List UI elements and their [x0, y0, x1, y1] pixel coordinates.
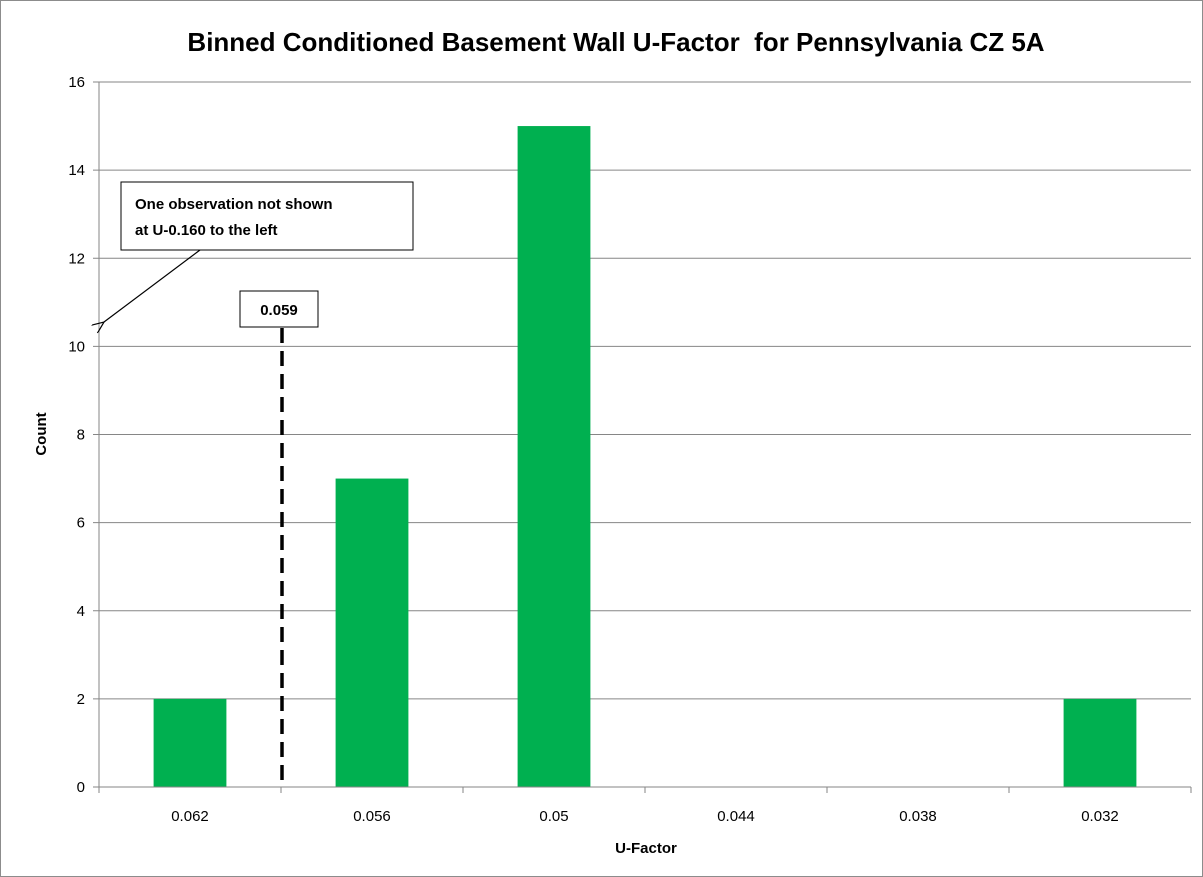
bar — [153, 698, 227, 787]
y-tick-labels: 0 2 4 6 8 10 12 14 16 — [68, 74, 85, 796]
gridlines — [99, 81, 1191, 700]
bars — [153, 126, 1137, 787]
bar — [335, 478, 409, 787]
x-tick-label: 0.062 — [171, 808, 209, 825]
axes — [93, 81, 1192, 793]
y-tick-label: 6 — [77, 515, 85, 532]
y-axis-label: Count — [33, 412, 50, 455]
x-tick-label: 0.056 — [353, 808, 391, 825]
y-tick-label: 4 — [77, 603, 85, 620]
annotation-arrow — [104, 249, 201, 322]
bar — [1063, 698, 1137, 787]
annotation-line-1: One observation not shown — [135, 196, 333, 213]
x-tick-labels: 0.062 0.056 0.05 0.044 0.038 0.032 — [171, 808, 1119, 825]
x-tick-label: 0.038 — [899, 808, 937, 825]
y-tick-label: 16 — [68, 74, 85, 91]
reference-line-label: 0.059 — [260, 302, 298, 319]
y-tick-label: 14 — [68, 162, 85, 179]
y-tick-label: 8 — [77, 427, 85, 444]
y-tick-label: 2 — [77, 691, 85, 708]
bar — [517, 126, 591, 787]
x-axis-label: U-Factor — [615, 840, 677, 857]
x-tick-label: 0.044 — [717, 808, 755, 825]
y-tick-label: 10 — [68, 338, 85, 355]
x-tick-label: 0.05 — [539, 808, 568, 825]
chart-title: Binned Conditioned Basement Wall U-Facto… — [187, 27, 1044, 57]
y-tick-label: 0 — [77, 779, 85, 796]
x-tick-label: 0.032 — [1081, 808, 1119, 825]
annotation-line-2: at U-0.160 to the left — [135, 222, 278, 239]
y-tick-label: 12 — [68, 250, 85, 267]
annotation-box — [120, 181, 414, 251]
reference-line-label-box — [239, 290, 319, 328]
